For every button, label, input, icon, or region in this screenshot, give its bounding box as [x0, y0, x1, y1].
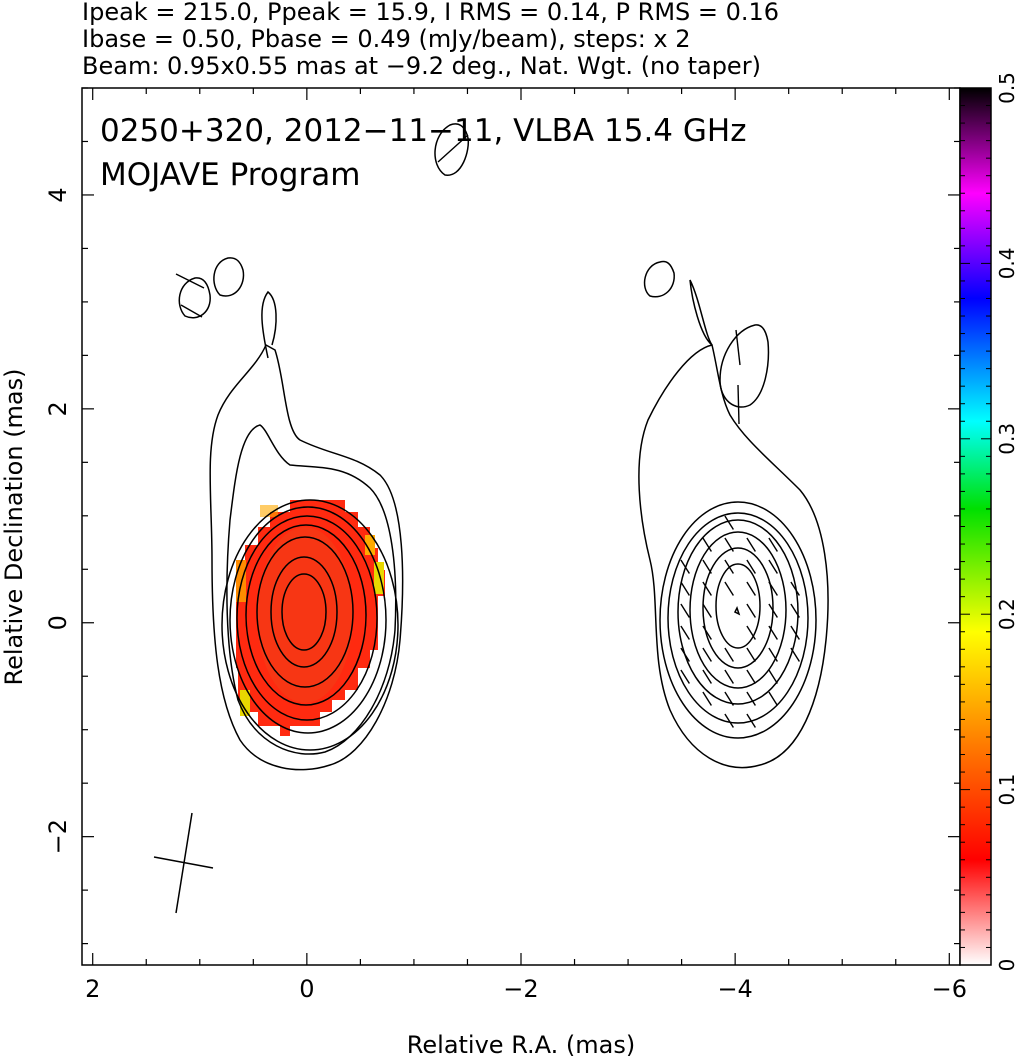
evpa-vector: [702, 625, 712, 640]
evpa-vector: [735, 329, 741, 366]
evpa-vector: [790, 647, 800, 662]
colorbar-tick-label: 0.3: [995, 423, 1019, 455]
evpa-vector: [746, 603, 756, 618]
colorbar-tick-label: 0.1: [995, 774, 1019, 806]
evpa-vector: [768, 581, 778, 596]
evpa-vector: [680, 559, 690, 574]
contour-outer: [209, 343, 404, 771]
evpa-vector: [724, 581, 734, 596]
evpa-vector: [702, 603, 712, 618]
evpa-vector: [724, 647, 734, 662]
x-tick-label: −6: [932, 975, 967, 1003]
evpa-vector: [768, 603, 778, 618]
x-tick-label: −2: [503, 975, 538, 1003]
plot-frame: [81, 87, 961, 966]
evpa-vector: [768, 559, 778, 574]
evpa-vector: [746, 559, 756, 574]
colorbar-ticks: [960, 87, 991, 966]
y-tick-label: 2: [44, 401, 72, 416]
evpa-vector: [746, 669, 756, 684]
evpa-vector: [790, 603, 800, 618]
colorbar: [960, 88, 991, 965]
evpa-vector: [680, 581, 690, 596]
left-evpa-ticks: [175, 134, 469, 318]
evpa-vector: [680, 625, 690, 640]
map-title: 0250+320, 2012−11−11, VLBA 15.4 GHz: [100, 113, 746, 149]
right-source-contours: [638, 260, 829, 769]
evpa-vector: [768, 691, 778, 706]
y-tick-label: 4: [44, 187, 72, 202]
header-line-2: Ibase = 0.50, Pbase = 0.49 (mJy/beam), s…: [82, 25, 691, 53]
evpa-vector: [724, 669, 734, 684]
colorbar-tick-label: 0: [995, 959, 1019, 972]
evpa-vector: [724, 691, 734, 706]
evpa-vector: [746, 713, 756, 728]
y-tick-label: 0: [44, 615, 72, 630]
evpa-vector: [768, 669, 778, 684]
evpa-vector: [702, 669, 712, 684]
header-line-3: Beam: 0.95x0.55 mas at −9.2 deg., Nat. W…: [82, 52, 761, 80]
evpa-vector: [680, 647, 690, 662]
x-tick-label: 2: [85, 975, 100, 1003]
evpa-vector: [768, 647, 778, 662]
axis-tick-labels: 2 0 −2 −4 −6 −2 0 2 4: [44, 187, 967, 1003]
evpa-vector: [746, 625, 756, 640]
colorbar-tick-label: 0.4: [995, 247, 1019, 279]
evpa-vector: [680, 603, 690, 618]
left-source-contours: [178, 123, 470, 771]
colorbar-tick-label: 0.2: [995, 598, 1019, 630]
evpa-vector: [702, 581, 712, 596]
y-tick-label: −2: [44, 819, 72, 854]
evpa-vector: [790, 625, 800, 640]
x-tick-label: 0: [299, 975, 314, 1003]
evpa-vector: [680, 669, 690, 684]
evpa-vector: [737, 384, 740, 425]
evpa-vector: [746, 581, 756, 596]
map-subtitle: MOJAVE Program: [100, 157, 360, 193]
evpa-vector: [746, 691, 756, 706]
contour-outer: [638, 344, 829, 769]
evpa-vector: [768, 537, 778, 552]
evpa-vector: [746, 647, 756, 662]
header-line-1: Ipeak = 215.0, Ppeak = 15.9, I RMS = 0.1…: [82, 0, 779, 26]
evpa-vector: [746, 537, 756, 552]
evpa-vector: [702, 691, 712, 706]
evpa-vector: [790, 581, 800, 596]
y-axis-label: Relative Declination (mas): [0, 368, 28, 685]
right-evpa-vectors: [680, 329, 800, 728]
colorbar-tick-label: 0.5: [995, 72, 1019, 104]
evpa-vector: [724, 713, 734, 728]
beam-marker: [153, 812, 214, 914]
evpa-vector: [724, 559, 734, 574]
evpa-vector: [768, 625, 778, 640]
colorbar-tick-labels: 0 0.1 0.2 0.3 0.4 0.5: [995, 72, 1019, 971]
x-axis-label: Relative R.A. (mas): [407, 1031, 635, 1059]
evpa-vector: [724, 515, 734, 530]
x-tick-label: −4: [717, 975, 752, 1003]
axis-ticks: [82, 87, 960, 965]
evpa-vector: [724, 537, 734, 552]
evpa-vector: [702, 647, 712, 662]
evpa-vector: [702, 537, 712, 552]
evpa-vector: [702, 559, 712, 574]
